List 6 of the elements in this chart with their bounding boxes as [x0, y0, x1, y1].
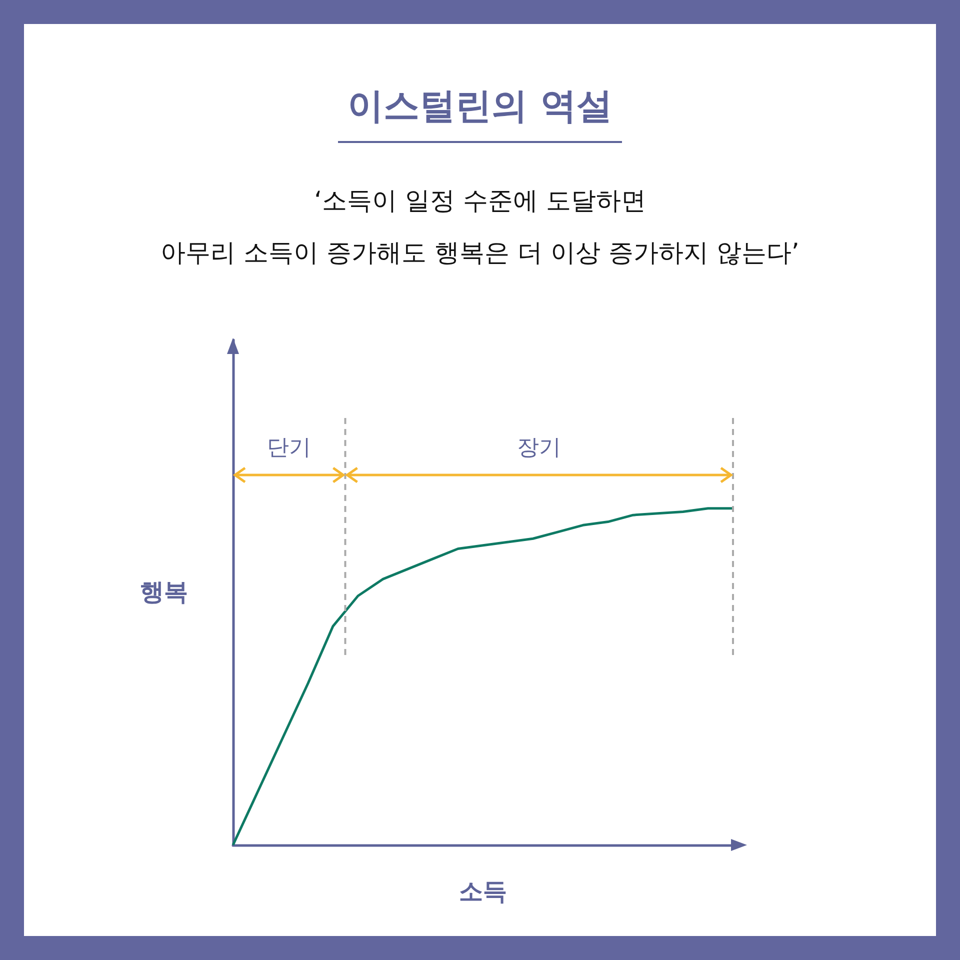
chart-title: 이스털린의 역설 — [338, 82, 622, 143]
chart-subtitle: ‘소득이 일정 수준에 도달하면 아무리 소득이 증가해도 행복은 더 이상 증가하지 않는다’ — [160, 185, 800, 269]
text: 단기 — [267, 436, 312, 460]
y-axis-title: 행복 — [140, 579, 188, 606]
x-axis-title: 소득 — [459, 878, 507, 906]
text: 장기 — [517, 436, 562, 460]
